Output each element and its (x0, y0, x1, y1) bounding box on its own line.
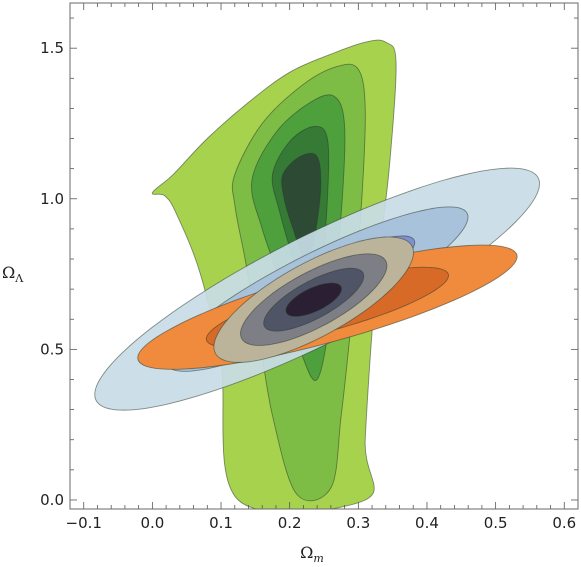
contour-layers (94, 39, 540, 509)
tick-labels: −0.1 0.0 0.1 0.2 0.3 0.4 0.5 0.60.00.51.01.5 (40, 39, 576, 532)
x-tick-label: 0.6 (552, 514, 576, 532)
y-axis-label: ΩΛ (2, 263, 24, 285)
x-tick-label: 0.0 (140, 514, 164, 532)
plot-frame (69, 2, 579, 510)
x-tick-label: 0.1 (209, 514, 233, 532)
x-tick-label: −0.1 (66, 514, 102, 532)
y-tick-label: 0.0 (40, 491, 64, 509)
x-axis-label: Ωm (300, 543, 324, 565)
x-tick-label: 0.4 (415, 514, 439, 532)
axis-ticks (70, 3, 578, 509)
y-tick-label: 1.0 (40, 190, 64, 208)
contour-series-3-level-3 (285, 282, 342, 317)
x-tick-label: 0.5 (484, 514, 508, 532)
y-tick-label: 1.5 (40, 39, 64, 57)
y-tick-label: 0.5 (40, 340, 64, 358)
x-tick-label: 0.2 (278, 514, 302, 532)
x-tick-label: 0.3 (346, 514, 370, 532)
